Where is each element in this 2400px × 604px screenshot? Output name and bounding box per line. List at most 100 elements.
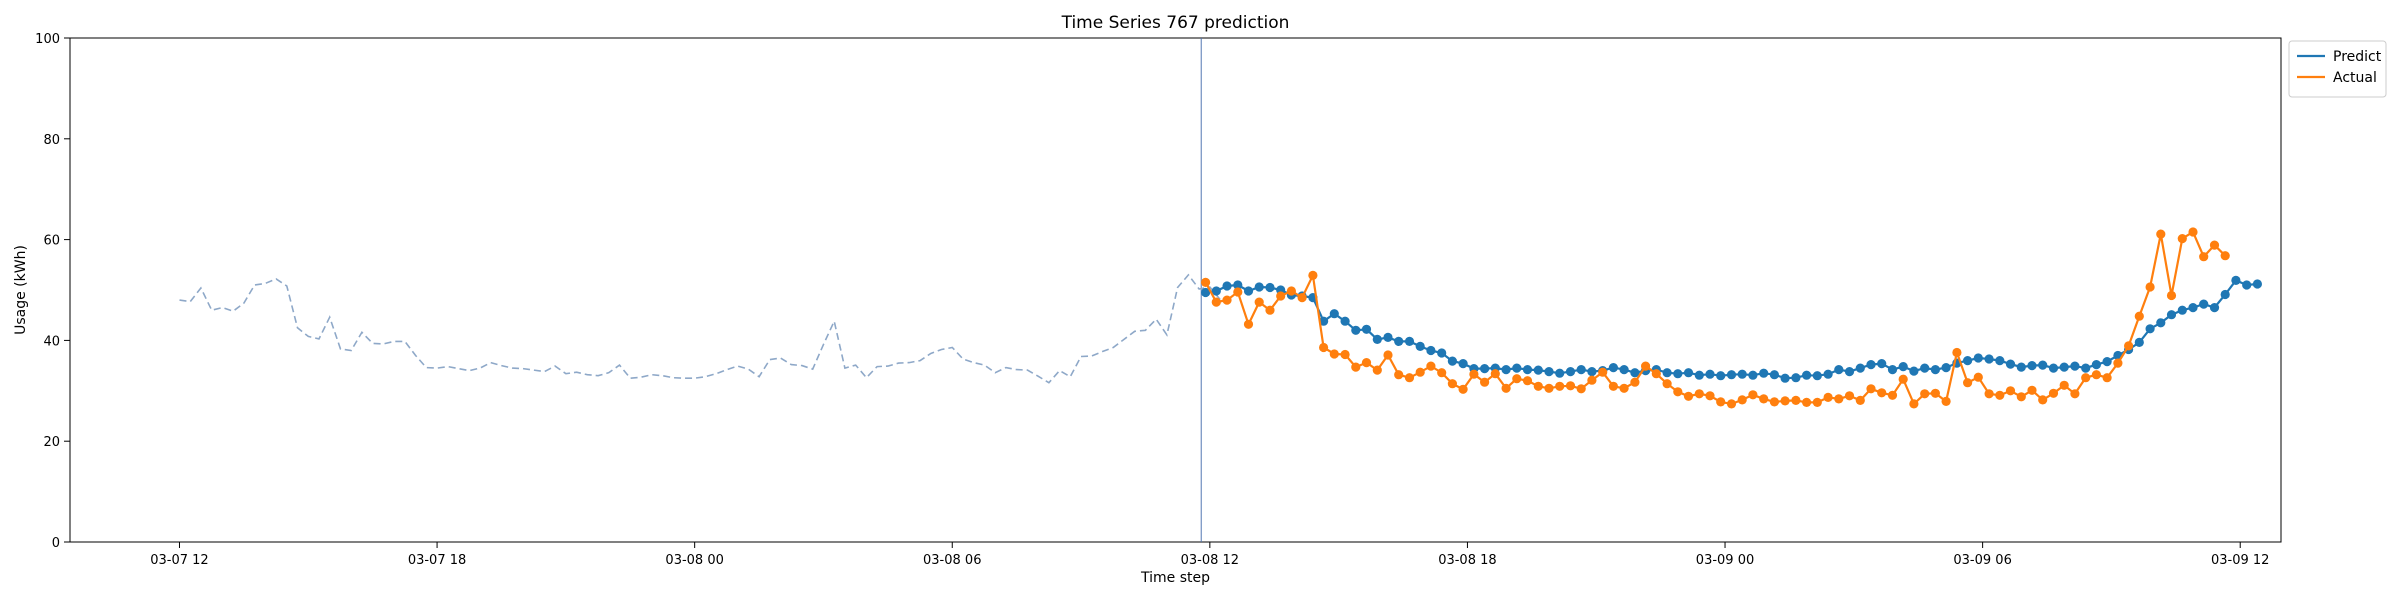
data-point bbox=[1823, 369, 1833, 379]
data-point bbox=[1319, 316, 1329, 326]
data-point bbox=[1759, 368, 1769, 378]
series-history-line bbox=[179, 273, 1222, 384]
data-point bbox=[1383, 332, 1393, 342]
data-point bbox=[1705, 369, 1715, 379]
series-layer bbox=[179, 227, 2262, 409]
x-tick-label: 03-08 12 bbox=[1181, 553, 1239, 568]
data-point bbox=[2059, 380, 2069, 390]
data-point bbox=[1920, 389, 1930, 399]
data-point bbox=[2199, 252, 2209, 262]
data-point bbox=[1748, 370, 1758, 380]
y-tick-label: 60 bbox=[43, 234, 60, 249]
data-point bbox=[1802, 397, 1812, 407]
data-point bbox=[2242, 280, 2252, 290]
data-point bbox=[1823, 392, 1833, 402]
data-point bbox=[1963, 378, 1973, 388]
data-point bbox=[1662, 368, 1672, 378]
data-point bbox=[1995, 356, 2005, 366]
data-point bbox=[1716, 371, 1726, 381]
data-point bbox=[1501, 365, 1511, 375]
data-point bbox=[2177, 234, 2187, 244]
data-point bbox=[2081, 373, 2091, 383]
data-point bbox=[1802, 370, 1812, 380]
data-point bbox=[1705, 391, 1715, 401]
data-point bbox=[1512, 374, 1522, 384]
data-point bbox=[1243, 286, 1254, 296]
y-tick-label: 40 bbox=[43, 334, 60, 349]
data-point bbox=[1898, 374, 1908, 384]
data-point bbox=[1297, 293, 1307, 303]
data-point bbox=[2134, 311, 2144, 321]
data-point bbox=[1995, 390, 2005, 400]
legend-label: Actual bbox=[2333, 70, 2377, 86]
data-point bbox=[1415, 341, 1425, 351]
data-point bbox=[1254, 282, 1264, 292]
y-tick-label: 0 bbox=[52, 536, 60, 551]
data-point bbox=[1501, 383, 1511, 393]
data-point bbox=[2166, 310, 2177, 320]
data-point bbox=[1898, 362, 1908, 372]
plot-area bbox=[69, 37, 2282, 543]
data-point bbox=[1716, 397, 1726, 407]
data-point bbox=[1641, 361, 1651, 371]
data-point bbox=[2038, 395, 2048, 405]
y-tick-label: 20 bbox=[43, 435, 60, 450]
series-predict-points bbox=[1201, 275, 2262, 383]
data-point bbox=[1555, 381, 1565, 391]
data-point bbox=[1877, 388, 1887, 398]
data-point bbox=[2220, 289, 2230, 300]
y-tick-label: 80 bbox=[43, 133, 60, 148]
data-point bbox=[1855, 363, 1865, 373]
data-point bbox=[1619, 365, 1629, 375]
data-point bbox=[1887, 390, 1898, 400]
data-point bbox=[1984, 354, 1994, 364]
data-point bbox=[1909, 399, 1919, 409]
data-point bbox=[1673, 369, 1683, 379]
data-point bbox=[1329, 349, 1339, 359]
data-point bbox=[1866, 360, 1876, 370]
x-tick-label: 03-08 00 bbox=[665, 553, 723, 568]
legend: Predict Actual bbox=[2288, 40, 2387, 98]
data-point bbox=[1565, 367, 1576, 377]
data-point bbox=[1683, 391, 1694, 401]
x-tick-label: 03-09 12 bbox=[2211, 553, 2269, 568]
data-point bbox=[1480, 377, 1490, 387]
data-point bbox=[2113, 358, 2123, 368]
series-actual-line bbox=[1204, 230, 2226, 406]
data-point bbox=[1243, 319, 1254, 329]
data-point bbox=[1276, 291, 1286, 301]
data-point bbox=[1404, 336, 1415, 346]
data-point bbox=[1544, 367, 1554, 377]
data-point bbox=[2005, 386, 2016, 396]
data-point bbox=[1973, 353, 1983, 363]
data-point bbox=[1233, 287, 1243, 297]
data-point bbox=[1587, 367, 1597, 377]
data-point bbox=[1683, 368, 1694, 378]
data-point bbox=[1351, 362, 1361, 372]
data-point bbox=[1469, 369, 1479, 379]
data-point bbox=[1748, 390, 1758, 400]
data-point bbox=[1340, 349, 1350, 360]
x-tick-label: 03-07 12 bbox=[150, 553, 208, 568]
data-point bbox=[2134, 337, 2144, 347]
data-point bbox=[1930, 365, 1940, 375]
data-point bbox=[1973, 372, 1983, 382]
data-point bbox=[2166, 290, 2177, 301]
data-point bbox=[2059, 362, 2069, 372]
data-point bbox=[1662, 379, 1672, 389]
data-point bbox=[1447, 356, 1457, 366]
data-point bbox=[1265, 282, 1275, 293]
data-point bbox=[1565, 381, 1576, 391]
data-point bbox=[1630, 377, 1640, 387]
chart-title: Time Series 767 prediction bbox=[1061, 13, 1290, 33]
data-point bbox=[1383, 350, 1393, 360]
data-point bbox=[1458, 384, 1468, 394]
data-point bbox=[1920, 363, 1930, 373]
data-point bbox=[1877, 359, 1887, 369]
data-point bbox=[1630, 368, 1640, 378]
data-point bbox=[1941, 396, 1951, 406]
data-point bbox=[2124, 341, 2134, 351]
data-point bbox=[2220, 251, 2230, 261]
